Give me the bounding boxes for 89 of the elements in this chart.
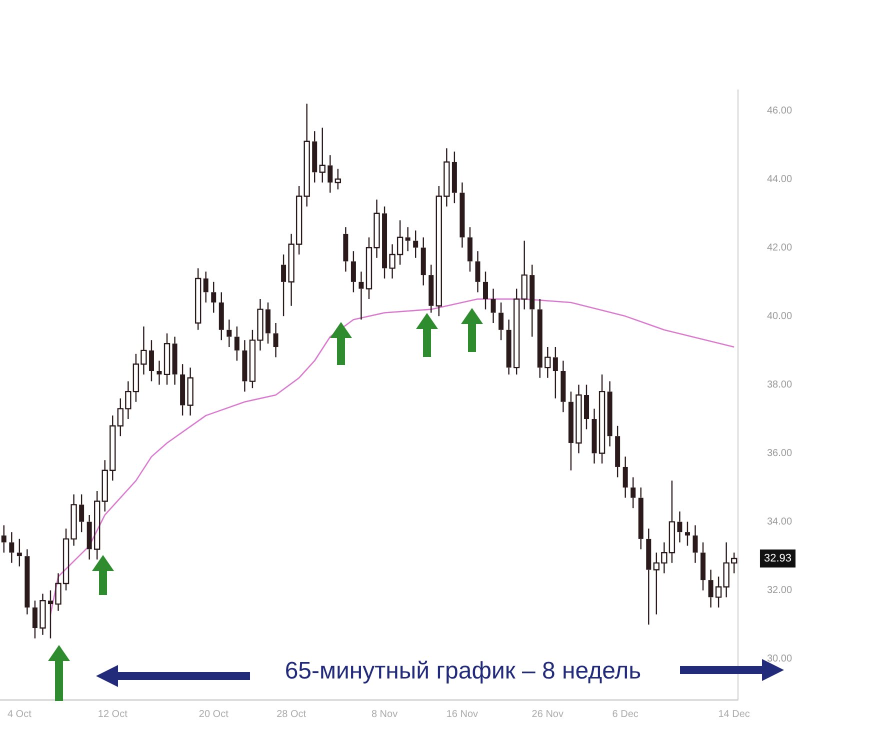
y-tick-label: 40.00: [766, 310, 792, 322]
candlestick: [40, 593, 46, 636]
candlestick: [420, 236, 426, 286]
candlestick: [506, 319, 512, 376]
candlestick: [218, 292, 224, 341]
candlestick: [530, 264, 535, 338]
x-tick-label: 12 Oct: [98, 708, 128, 720]
candlestick: [16, 538, 22, 567]
candlestick: [544, 346, 551, 378]
candlestick: [592, 408, 597, 464]
candlestick: [266, 302, 270, 344]
candlestick: [203, 271, 208, 304]
candlestick: [630, 476, 636, 509]
candlestick: [498, 302, 504, 341]
candlestick: [598, 374, 606, 464]
x-tick-label: 4 Oct: [7, 708, 32, 720]
y-tick-label: 44.00: [766, 174, 792, 185]
candlestick: [32, 600, 38, 639]
candlestick: [180, 364, 186, 416]
candlestick: [692, 524, 698, 564]
candlestick: [273, 322, 278, 358]
candlestick: [164, 332, 170, 386]
candlestick: [9, 531, 14, 564]
candlestick: [537, 298, 542, 378]
x-tick-label: 16 Nov: [446, 708, 478, 720]
y-tick-label: 46.00: [766, 105, 792, 116]
x-tick-label: 14 Dec: [718, 708, 750, 720]
candlestick: [413, 230, 418, 259]
candlestick: [460, 182, 465, 248]
x-tick-label: 8 Nov: [371, 708, 398, 720]
candlestick: [405, 226, 410, 252]
candlestick: [94, 490, 100, 560]
y-tick-label: 34.00: [766, 516, 792, 528]
candlestick: [156, 360, 162, 386]
candlestick: [700, 542, 706, 591]
y-tick-label: 38.00: [766, 379, 792, 390]
candlestick: [334, 168, 342, 190]
candlestick: [483, 271, 488, 310]
candlestick: [560, 360, 566, 413]
candlestick: [452, 151, 457, 204]
annotation: 65-минутный график – 8 недель: [284, 658, 642, 685]
y-tick-label: 30.00: [766, 654, 792, 665]
candlestick: [358, 271, 364, 320]
candlestick: [86, 514, 92, 560]
candlestick: [428, 264, 434, 314]
candlestick: [48, 590, 53, 639]
candlestick: [513, 288, 520, 376]
candlestick: [24, 548, 30, 615]
candlestick: [234, 326, 240, 362]
candlestick: [677, 510, 682, 543]
candlestick: [568, 390, 574, 471]
candlestick: [187, 366, 194, 416]
candlestick: [328, 154, 333, 194]
candlestick: [148, 340, 154, 382]
candlestick: [622, 456, 628, 498]
candlestick: [490, 288, 496, 324]
candlestick: [584, 384, 589, 430]
text: 32.93: [764, 552, 792, 564]
candlestick: [607, 380, 612, 448]
candlestick: [350, 250, 356, 293]
x-tick-label: 20 Oct: [198, 708, 229, 720]
y-tick-label: 42.00: [766, 242, 792, 254]
candlestick: [684, 521, 690, 546]
candlestick: [638, 486, 644, 550]
candlestick: [343, 226, 348, 272]
candlestick: [467, 226, 472, 272]
candlestick: [172, 336, 178, 386]
candlestick: [521, 240, 528, 310]
candlestick: [615, 425, 620, 478]
candlestick: [646, 528, 652, 626]
candlestick: [79, 494, 84, 533]
x-tick-label: 6 Dec: [612, 708, 638, 720]
candlestick: [226, 319, 232, 348]
candlestick: [576, 384, 582, 454]
candlestick: [708, 569, 714, 608]
candlestick: [281, 254, 286, 317]
candlestick: [552, 346, 558, 400]
candlestick: [475, 250, 480, 293]
candlestick: [382, 206, 388, 280]
candlestick: [242, 340, 248, 392]
y-tick-label: 36.00: [766, 448, 792, 460]
candlestick: [1, 524, 6, 554]
x-tick-label: 26 Nov: [532, 708, 564, 720]
y-tick-label: 32.00: [766, 585, 792, 596]
candlestick: [319, 127, 326, 184]
candlestick: [194, 268, 202, 330]
candlestick: [312, 130, 318, 184]
x-tick-label: 28 Oct: [276, 708, 306, 720]
candlestick: [211, 281, 216, 314]
